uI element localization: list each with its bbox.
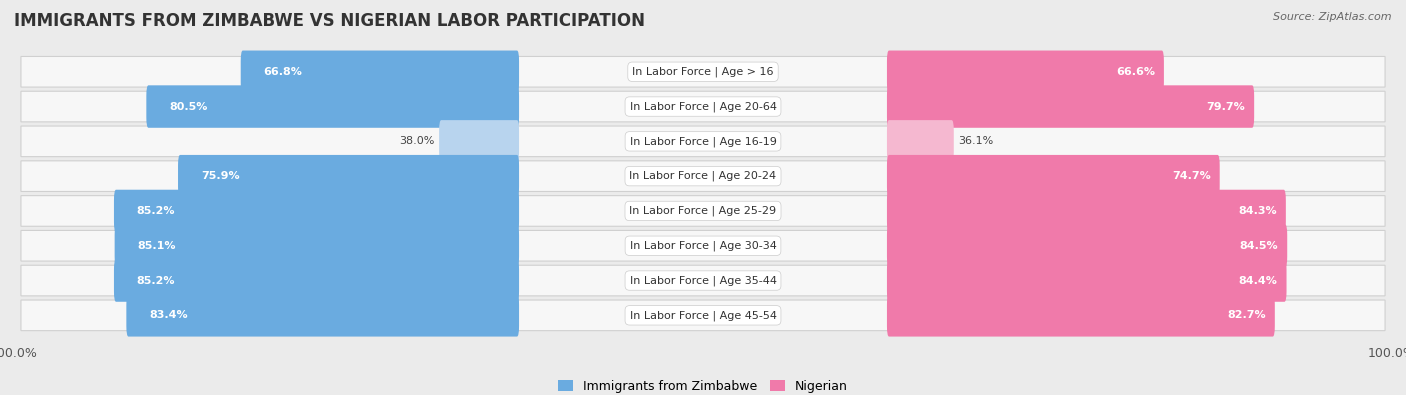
FancyBboxPatch shape bbox=[21, 230, 1385, 261]
Text: In Labor Force | Age 25-29: In Labor Force | Age 25-29 bbox=[630, 206, 776, 216]
Text: 84.5%: 84.5% bbox=[1240, 241, 1278, 251]
FancyBboxPatch shape bbox=[21, 126, 1385, 157]
Legend: Immigrants from Zimbabwe, Nigerian: Immigrants from Zimbabwe, Nigerian bbox=[553, 375, 853, 395]
FancyBboxPatch shape bbox=[21, 91, 1385, 122]
Text: 85.1%: 85.1% bbox=[138, 241, 176, 251]
Text: 75.9%: 75.9% bbox=[201, 171, 239, 181]
FancyBboxPatch shape bbox=[887, 190, 1286, 232]
FancyBboxPatch shape bbox=[887, 259, 1286, 302]
Text: In Labor Force | Age 20-64: In Labor Force | Age 20-64 bbox=[630, 101, 776, 112]
FancyBboxPatch shape bbox=[21, 56, 1385, 87]
Text: 80.5%: 80.5% bbox=[169, 102, 208, 111]
FancyBboxPatch shape bbox=[21, 196, 1385, 226]
FancyBboxPatch shape bbox=[240, 51, 519, 93]
FancyBboxPatch shape bbox=[439, 120, 519, 163]
FancyBboxPatch shape bbox=[21, 161, 1385, 192]
FancyBboxPatch shape bbox=[115, 224, 519, 267]
FancyBboxPatch shape bbox=[887, 85, 1254, 128]
Text: In Labor Force | Age > 16: In Labor Force | Age > 16 bbox=[633, 66, 773, 77]
Text: 85.2%: 85.2% bbox=[136, 276, 176, 286]
FancyBboxPatch shape bbox=[887, 120, 953, 163]
FancyBboxPatch shape bbox=[887, 51, 1164, 93]
Text: 66.8%: 66.8% bbox=[263, 67, 302, 77]
Text: 38.0%: 38.0% bbox=[399, 136, 434, 147]
FancyBboxPatch shape bbox=[114, 259, 519, 302]
FancyBboxPatch shape bbox=[887, 155, 1219, 198]
FancyBboxPatch shape bbox=[887, 224, 1288, 267]
Text: In Labor Force | Age 20-24: In Labor Force | Age 20-24 bbox=[630, 171, 776, 181]
Text: 74.7%: 74.7% bbox=[1173, 171, 1211, 181]
Text: 85.2%: 85.2% bbox=[136, 206, 176, 216]
FancyBboxPatch shape bbox=[127, 294, 519, 337]
Text: In Labor Force | Age 16-19: In Labor Force | Age 16-19 bbox=[630, 136, 776, 147]
Text: 83.4%: 83.4% bbox=[149, 310, 188, 320]
Text: IMMIGRANTS FROM ZIMBABWE VS NIGERIAN LABOR PARTICIPATION: IMMIGRANTS FROM ZIMBABWE VS NIGERIAN LAB… bbox=[14, 12, 645, 30]
Text: 66.6%: 66.6% bbox=[1116, 67, 1154, 77]
FancyBboxPatch shape bbox=[21, 265, 1385, 296]
Text: 36.1%: 36.1% bbox=[959, 136, 994, 147]
Text: Source: ZipAtlas.com: Source: ZipAtlas.com bbox=[1274, 12, 1392, 22]
Text: 82.7%: 82.7% bbox=[1227, 310, 1265, 320]
Text: In Labor Force | Age 30-34: In Labor Force | Age 30-34 bbox=[630, 241, 776, 251]
FancyBboxPatch shape bbox=[887, 294, 1275, 337]
FancyBboxPatch shape bbox=[146, 85, 519, 128]
Text: In Labor Force | Age 35-44: In Labor Force | Age 35-44 bbox=[630, 275, 776, 286]
FancyBboxPatch shape bbox=[114, 190, 519, 232]
Text: In Labor Force | Age 45-54: In Labor Force | Age 45-54 bbox=[630, 310, 776, 321]
FancyBboxPatch shape bbox=[179, 155, 519, 198]
Text: 84.4%: 84.4% bbox=[1239, 276, 1278, 286]
Text: 84.3%: 84.3% bbox=[1239, 206, 1277, 216]
Text: 79.7%: 79.7% bbox=[1206, 102, 1246, 111]
FancyBboxPatch shape bbox=[21, 300, 1385, 331]
